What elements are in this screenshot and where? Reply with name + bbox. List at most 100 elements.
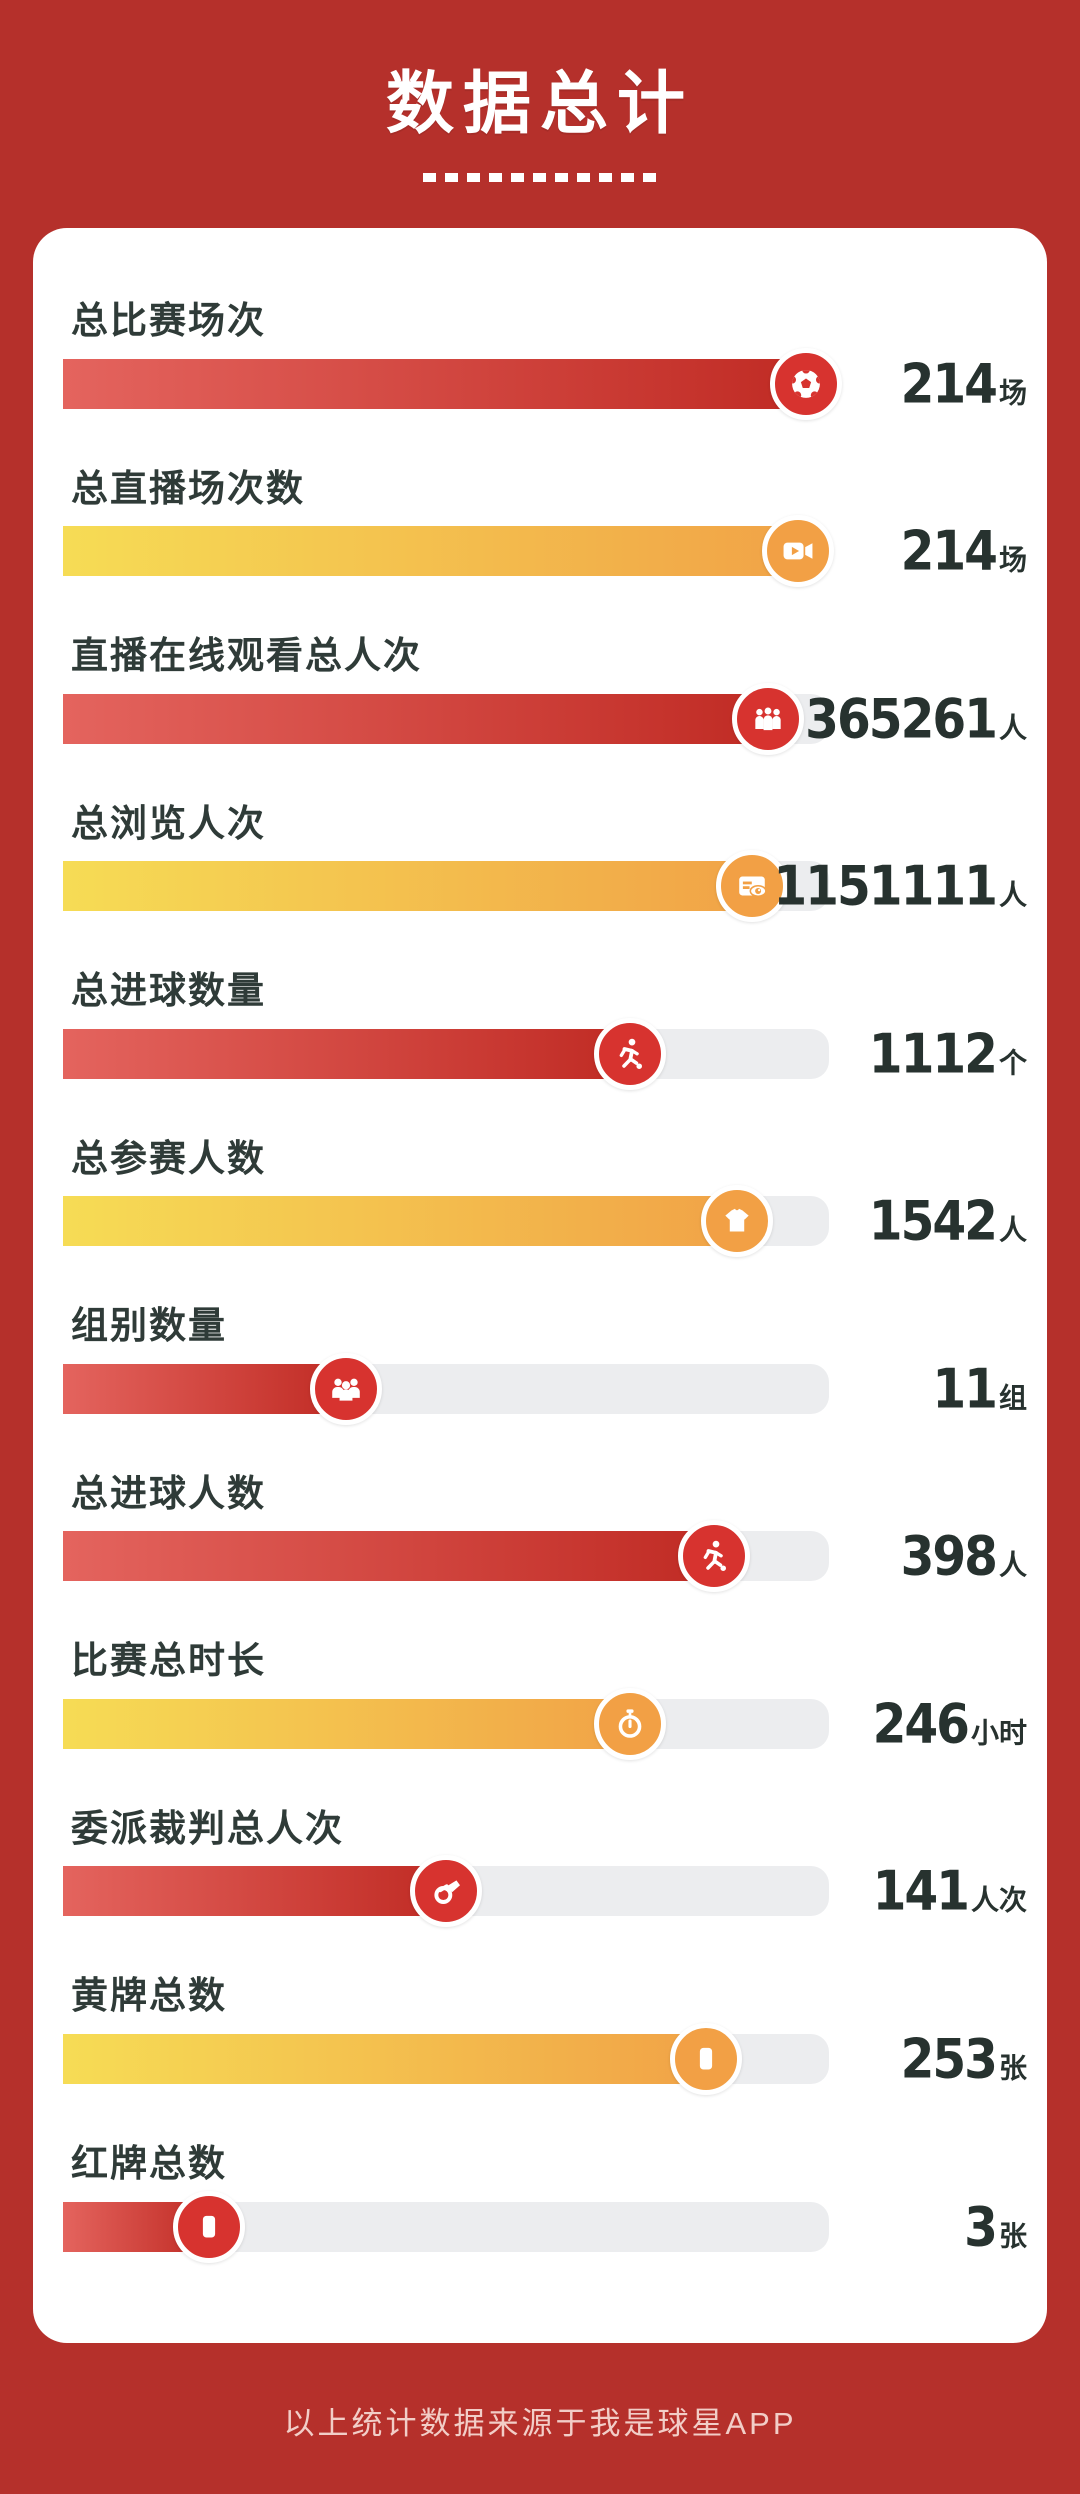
- stat-value-unit: 人: [998, 1214, 1027, 1246]
- stat-value: 141 人次: [873, 1860, 1027, 1923]
- stat-bar-row: 11 组: [63, 1352, 1047, 1425]
- soccer-ball-icon: [770, 347, 843, 420]
- stat-bar-track: [63, 1855, 829, 1928]
- stat-value-unit: 人次: [970, 1884, 1027, 1916]
- stat-bar-fill: [63, 2034, 707, 2085]
- stat-bar-row: 1542 人: [63, 1185, 1047, 1258]
- stat-bar-fill: [63, 861, 753, 912]
- jersey-icon: [701, 1185, 774, 1258]
- stat-value: 365261 人: [805, 687, 1027, 750]
- stat-label: 组别数量: [71, 1305, 227, 1347]
- page-views-icon: [716, 850, 789, 923]
- red-card-icon: [172, 2190, 245, 2263]
- stat-label: 黄牌总数: [71, 1975, 227, 2017]
- stat-bar-track: [63, 1185, 829, 1258]
- stat-value-unit: 场: [998, 377, 1027, 409]
- stat-bar-track: [63, 1017, 829, 1090]
- title-dashed-underline: [423, 173, 657, 182]
- audience-group-icon: [731, 682, 804, 755]
- stat-value-unit: 人: [998, 712, 1027, 744]
- stat-bar-row: 214 场: [63, 515, 1047, 588]
- stat-value-number: 214: [900, 519, 998, 583]
- stat-label: 总参赛人数: [71, 1137, 266, 1179]
- stat-row: 直播在线观看总人次 365261 人: [33, 635, 1047, 755]
- whistle-icon: [410, 1855, 482, 1928]
- stat-value-unit: 张: [998, 2220, 1027, 2252]
- stat-row: 总参赛人数 1542 人: [33, 1137, 1047, 1258]
- stat-label: 总直播场次数: [71, 467, 305, 509]
- page-title: 数据总计: [385, 66, 694, 142]
- stat-bar-track: [63, 347, 843, 420]
- stat-bar-fill: [63, 526, 799, 577]
- stat-row: 委派裁判总人次 141 人次: [33, 1808, 1047, 1928]
- stat-row: 总直播场次数 214 场: [33, 467, 1047, 588]
- stat-label: 红牌总数: [71, 2143, 227, 2185]
- stat-value-number: 11: [932, 1357, 998, 1421]
- stat-bar-fill: [63, 358, 807, 409]
- stat-value: 214 场: [901, 352, 1027, 415]
- stat-value-number: 365261: [805, 687, 998, 751]
- stat-value-number: 1542: [868, 1189, 998, 1253]
- stat-label: 直播在线观看总人次: [71, 635, 422, 677]
- stat-value-number: 253: [900, 2027, 998, 2091]
- header: 数据总计: [0, 48, 1080, 182]
- stat-value-unit: 人: [998, 879, 1027, 911]
- stat-bar-track: [63, 1687, 829, 1760]
- stat-row: 总进球数量 1112 个: [33, 970, 1047, 1090]
- stat-value-unit: 张: [998, 2052, 1027, 2084]
- stat-bar-row: 1112 个: [63, 1017, 1047, 1090]
- video-camera-icon: [762, 515, 835, 588]
- stat-bar-row: 365261 人: [63, 682, 1047, 755]
- stat-bar-row: 246 小时: [63, 1687, 1047, 1760]
- stopwatch-icon: [593, 1687, 666, 1760]
- stat-value-number: 214: [900, 352, 998, 416]
- stat-value-number: 141: [872, 1859, 970, 1923]
- stat-bar-fill: [63, 1196, 738, 1247]
- stat-bar-fill: [63, 1531, 715, 1582]
- stat-value-unit: 小时: [970, 1717, 1027, 1749]
- stat-value: 253 张: [901, 2028, 1027, 2091]
- stat-value-number: 1112: [868, 1022, 998, 1086]
- stat-label: 总比赛场次: [71, 300, 266, 341]
- stat-value-unit: 组: [998, 1382, 1027, 1414]
- stat-value: 214 场: [901, 520, 1027, 583]
- stat-bar-row: 214 场: [63, 347, 1047, 420]
- stat-bar-row: 398 人: [63, 1520, 1047, 1593]
- stat-bar-fill: [63, 693, 768, 744]
- stat-value-number: 3: [964, 2195, 998, 2259]
- stat-bar-track: [63, 1352, 829, 1425]
- stat-value: 398 人: [901, 1525, 1027, 1588]
- team-group-icon: [310, 1352, 383, 1425]
- stat-label: 总浏览人次: [71, 802, 266, 844]
- stat-bar-track: [63, 2190, 829, 2263]
- source-note: 以上统计数据来源于我是球星APP: [283, 2406, 797, 2441]
- stat-bar-track: [63, 515, 835, 588]
- stat-value: 11 组: [932, 1357, 1027, 1420]
- stat-bar-track: [63, 682, 829, 755]
- stat-bar-fill: [63, 1363, 347, 1414]
- stat-bar-row: 141 人次: [63, 1855, 1047, 1928]
- stat-label: 比赛总时长: [71, 1640, 266, 1682]
- stat-value: 1542 人: [869, 1190, 1027, 1253]
- stat-value: 1151111 人: [773, 855, 1027, 918]
- yellow-card-icon: [670, 2023, 743, 2096]
- stat-value-unit: 个: [998, 1047, 1027, 1079]
- stat-bar-row: 253 张: [63, 2023, 1047, 2096]
- stat-value-number: 1151111: [773, 854, 998, 918]
- stat-row: 组别数量 11 组: [33, 1305, 1047, 1425]
- stat-label: 总进球人数: [71, 1472, 266, 1514]
- stat-row: 黄牌总数 253 张: [33, 1975, 1047, 2096]
- stat-bar-track: [63, 850, 829, 923]
- goal-kick-icon: [678, 1520, 751, 1593]
- stat-row: 总比赛场次 214 场: [33, 300, 1047, 420]
- stat-label: 总进球数量: [71, 970, 266, 1012]
- stat-row: 总进球人数 398 人: [33, 1472, 1047, 1593]
- stat-bar-row: 1151111 人: [63, 850, 1047, 923]
- stat-bar-fill: [63, 1866, 446, 1917]
- stat-value: 1112 个: [869, 1022, 1027, 1085]
- stat-value-number: 246: [872, 1692, 970, 1756]
- stat-bar-track: [63, 1520, 829, 1593]
